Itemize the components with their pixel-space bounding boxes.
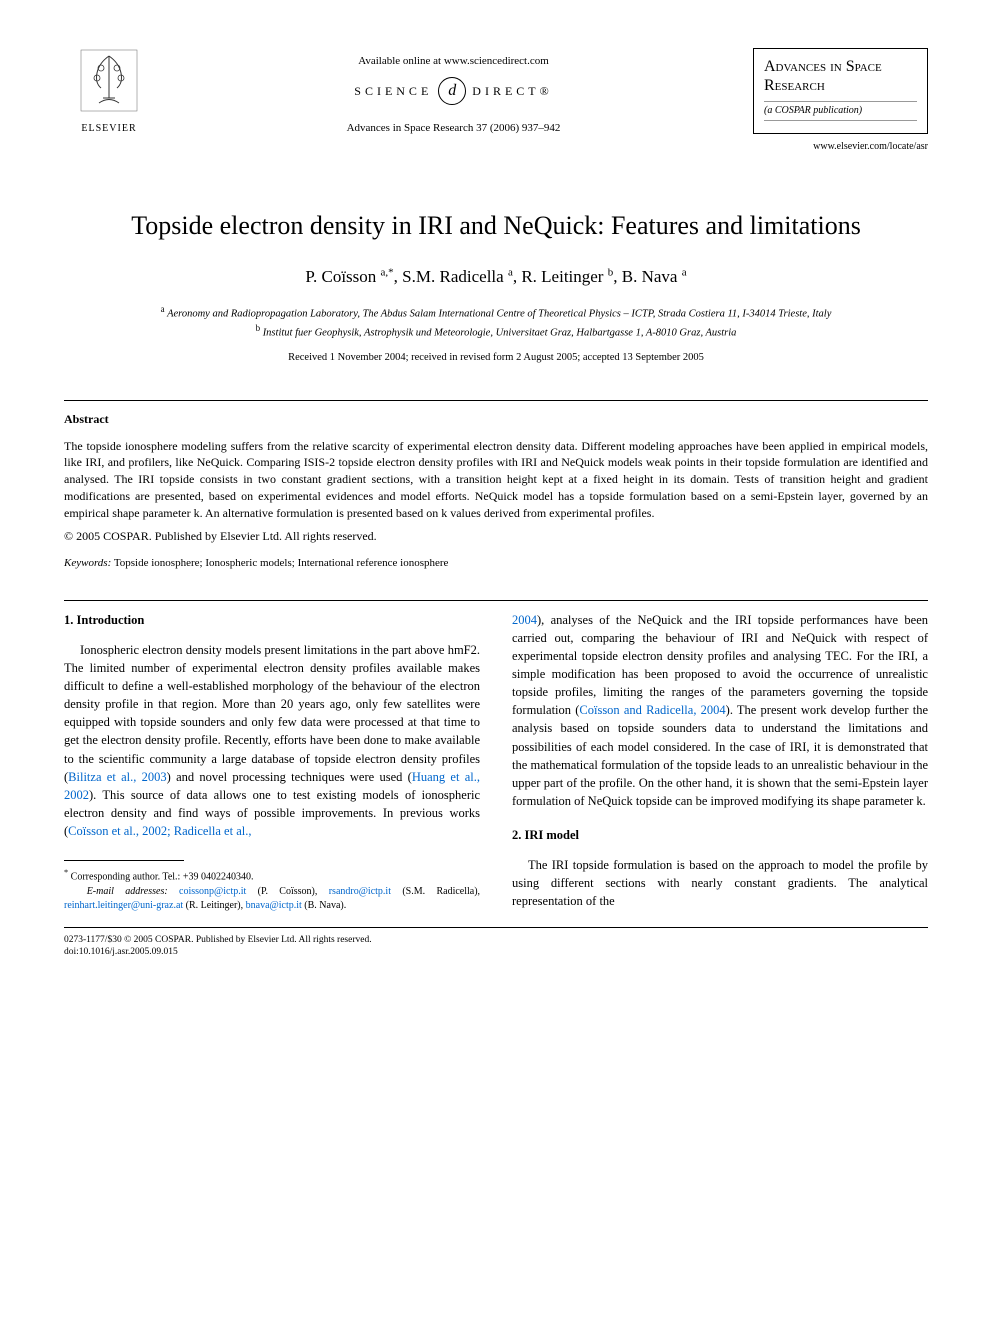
science-direct-logo: SCIENCE d DIRECT® — [154, 77, 753, 105]
author-list: P. Coïsson a,*, S.M. Radicella a, R. Lei… — [64, 265, 928, 289]
keywords-text: Topside ionosphere; Ionospheric models; … — [114, 557, 449, 569]
email-link[interactable]: bnava@ictp.it — [246, 900, 302, 911]
issn-line: 0273-1177/$30 © 2005 COSPAR. Published b… — [64, 934, 928, 946]
corresponding-author: * Corresponding author. Tel.: +39 040224… — [64, 867, 480, 884]
bottom-divider — [64, 927, 928, 928]
section-1-paragraph: Ionospheric electron density models pres… — [64, 641, 480, 840]
footnote-separator — [64, 860, 184, 861]
affiliation-b: Institut fuer Geophysik, Astrophysik und… — [263, 327, 737, 338]
keywords-label: Keywords: — [64, 557, 111, 569]
email-link[interactable]: rsandro@ictp.it — [329, 886, 391, 897]
header-row: ELSEVIER Available online at www.science… — [64, 48, 928, 178]
article-title: Topside electron density in IRI and NeQu… — [64, 208, 928, 244]
available-online-text: Available online at www.sciencedirect.co… — [154, 54, 753, 69]
right-column: 2004), analyses of the NeQuick and the I… — [512, 611, 928, 913]
journal-url: www.elsevier.com/locate/asr — [753, 140, 928, 154]
email-link[interactable]: coissonp@ictp.it — [179, 886, 246, 897]
abstract-text: The topside ionosphere modeling suffers … — [64, 438, 928, 522]
section-1-heading: 1. Introduction — [64, 611, 480, 629]
email-link[interactable]: reinhart.leitinger@uni-graz.at — [64, 900, 183, 911]
divider — [64, 600, 928, 601]
journal-box-subtitle: (a COSPAR publication) — [764, 101, 917, 121]
section-2-paragraph: The IRI topside formulation is based on … — [512, 856, 928, 910]
abstract-heading: Abstract — [64, 411, 928, 428]
doi-line: doi:10.1016/j.asr.2005.09.015 — [64, 946, 928, 958]
publisher-logo-block: ELSEVIER — [64, 48, 154, 136]
affiliations: a Aeronomy and Radiopropagation Laborato… — [64, 303, 928, 342]
center-header: Available online at www.sciencedirect.co… — [154, 48, 753, 137]
sd-circle-icon: d — [438, 77, 466, 105]
divider — [64, 400, 928, 401]
keywords-line: Keywords: Topside ionosphere; Ionospheri… — [64, 556, 928, 571]
sd-left: SCIENCE — [354, 83, 432, 100]
elsevier-tree-icon — [79, 48, 139, 113]
section-2-heading: 2. IRI model — [512, 826, 928, 844]
journal-box-title: Advances in Space Research — [764, 57, 917, 95]
abstract-copyright: © 2005 COSPAR. Published by Elsevier Ltd… — [64, 528, 928, 545]
journal-box: Advances in Space Research (a COSPAR pub… — [753, 48, 928, 134]
affiliation-a: Aeronomy and Radiopropagation Laboratory… — [167, 308, 831, 319]
left-column: 1. Introduction Ionospheric electron den… — [64, 611, 480, 913]
journal-reference: Advances in Space Research 37 (2006) 937… — [154, 121, 753, 136]
elsevier-label: ELSEVIER — [64, 122, 154, 136]
bottom-info: 0273-1177/$30 © 2005 COSPAR. Published b… — [64, 934, 928, 959]
section-1-paragraph-cont: 2004), analyses of the NeQuick and the I… — [512, 611, 928, 810]
body-columns: 1. Introduction Ionospheric electron den… — [64, 611, 928, 913]
email-addresses: E-mail addresses: coissonp@ictp.it (P. C… — [64, 885, 480, 913]
citation-link[interactable]: Bilitza et al., 2003 — [68, 770, 166, 784]
citation-link[interactable]: Coïsson and Radicella, 2004 — [579, 703, 725, 717]
footnotes: * Corresponding author. Tel.: +39 040224… — [64, 867, 480, 912]
citation-link[interactable]: Coïsson et al., 2002; Radicella et al., — [68, 824, 251, 838]
journal-box-wrapper: Advances in Space Research (a COSPAR pub… — [753, 48, 928, 178]
sd-right: DIRECT® — [472, 83, 552, 100]
citation-link[interactable]: 2004 — [512, 613, 537, 627]
article-dates: Received 1 November 2004; received in re… — [64, 351, 928, 366]
